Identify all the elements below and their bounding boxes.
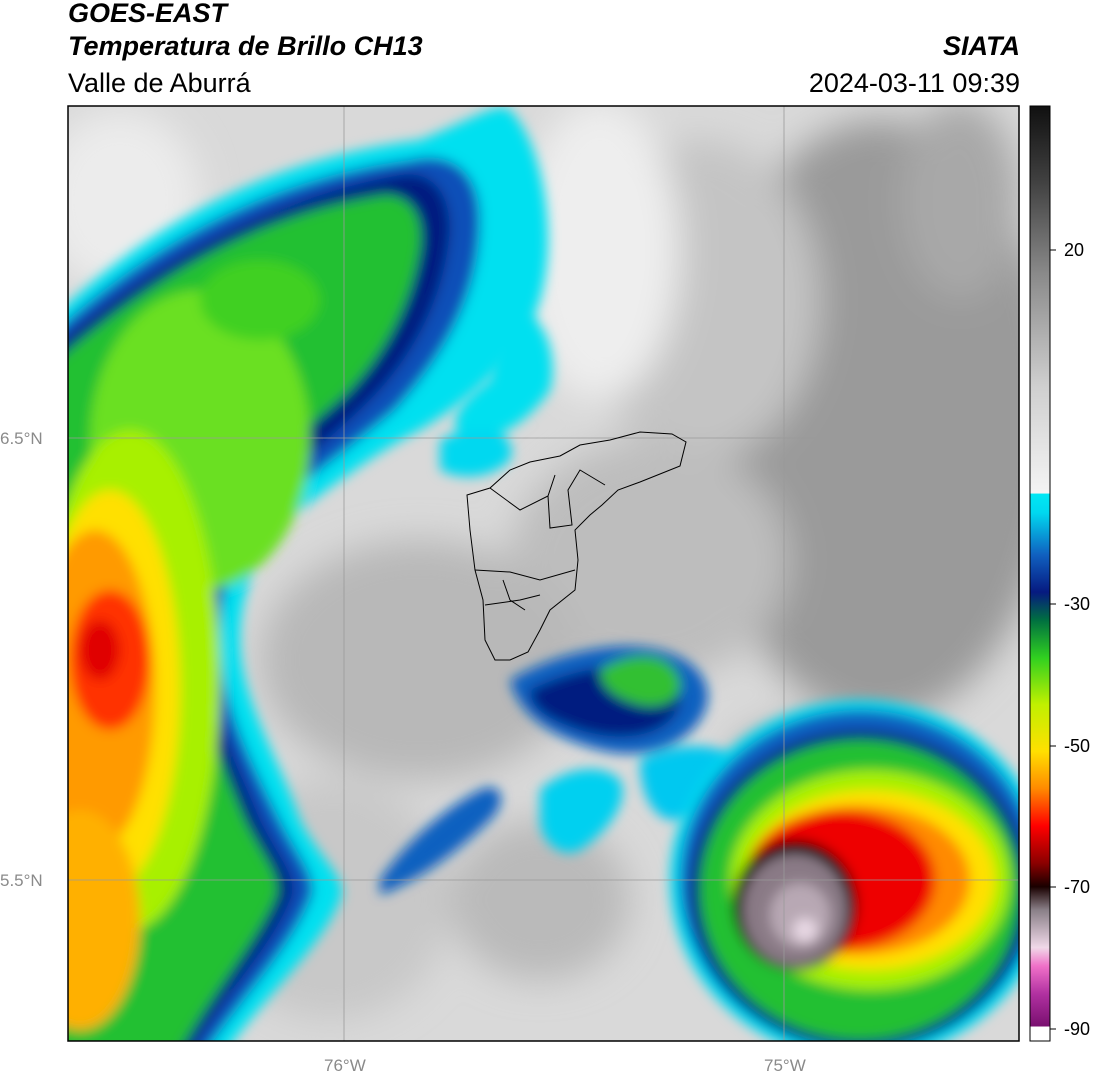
institution-label: SIATA: [943, 31, 1020, 61]
colorbar-tick-20: 20: [1064, 240, 1085, 260]
lat-label-6-5: 6.5°N: [0, 429, 43, 448]
lat-label-5-5: 5.5°N: [0, 871, 43, 890]
colorbar-tick-minus50: -50: [1064, 736, 1091, 756]
valle-de-aburra-boundary: [466, 431, 687, 661]
colorbar: [1029, 105, 1056, 1042]
timestamp-label: 2024-03-11 09:39: [808, 68, 1020, 98]
colorbar-tick-minus30: -30: [1064, 594, 1091, 614]
product-title: Temperatura de Brillo CH13: [68, 31, 423, 61]
map-frame: [67, 105, 1020, 1042]
lon-label-75w: 75°W: [764, 1056, 806, 1075]
gridlines: [68, 106, 1019, 1041]
colorbar-tick-minus90: -90: [1064, 1019, 1091, 1039]
lon-label-76w: 76°W: [324, 1056, 366, 1075]
colorbar-tick-minus70: -70: [1064, 877, 1091, 897]
satellite-title: GOES-EAST: [68, 0, 228, 28]
region-subtitle: Valle de Aburrá: [68, 68, 251, 98]
